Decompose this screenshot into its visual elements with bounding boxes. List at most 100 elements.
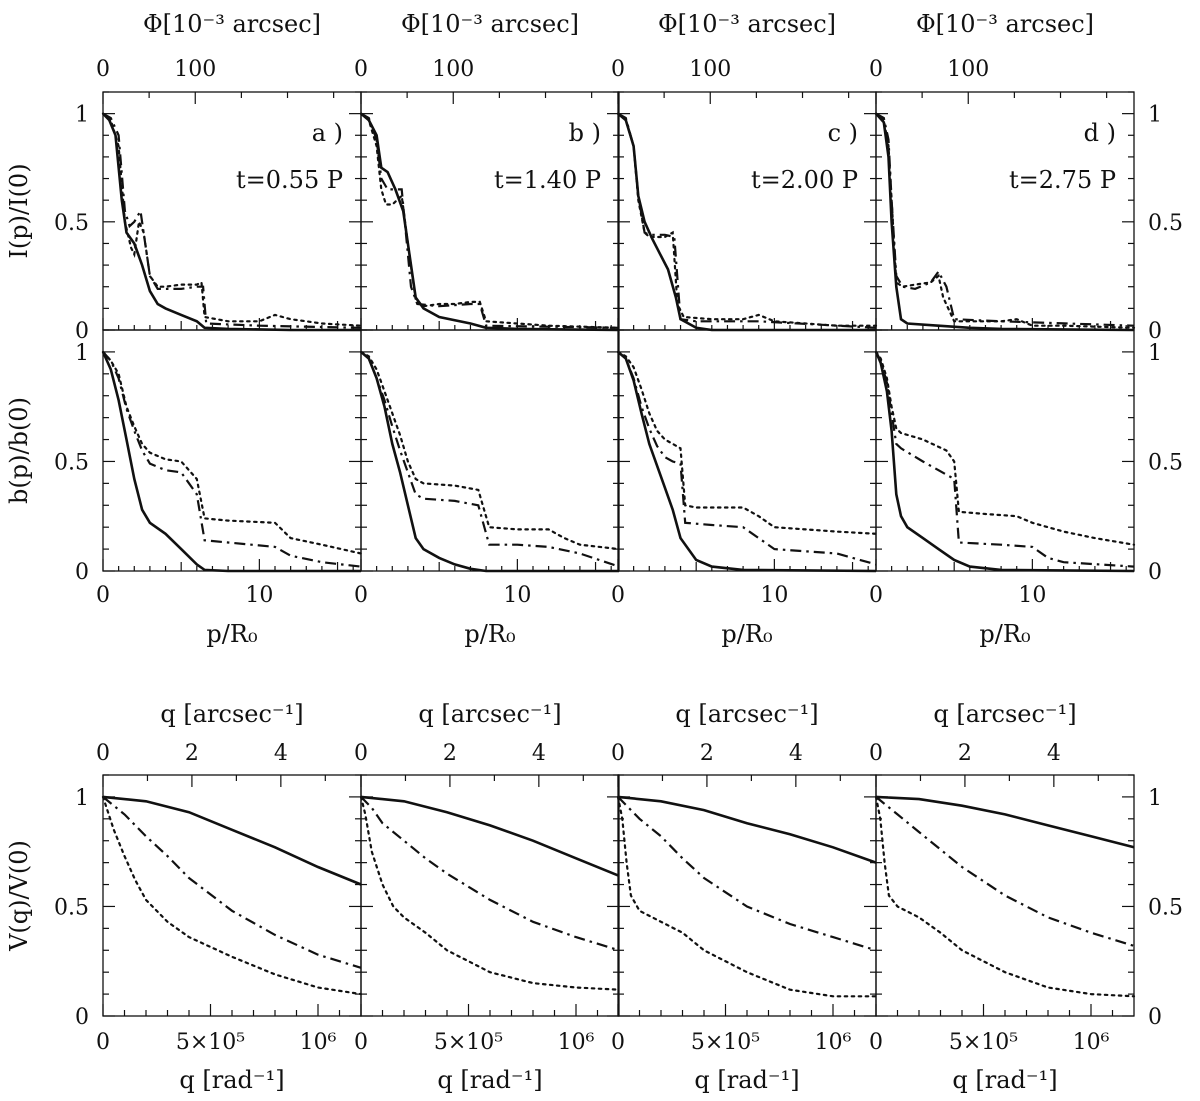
qrad-axis-label: q [rad⁻¹] xyxy=(952,1066,1057,1094)
curve-I-dashdot-panel-0 xyxy=(102,112,362,329)
curve-V-dotted-panel-2 xyxy=(616,795,878,998)
qrad-axis-label: q [rad⁻¹] xyxy=(437,1066,542,1094)
pr-axis-label: p/R₀ xyxy=(464,620,515,648)
curve-V-dashdot-panel-3 xyxy=(875,796,1135,947)
curve-b-dashdot-panel-2 xyxy=(617,351,877,566)
phi-tick-label: 100 xyxy=(174,57,216,82)
qarc-axis-label: q [arcsec⁻¹] xyxy=(933,700,1076,728)
phi-tick-label: 0 xyxy=(611,57,625,82)
ytick-label-left: 1 xyxy=(75,786,89,811)
qarc-tick-label: 0 xyxy=(96,741,110,766)
curve-V-dotted-panel-0 xyxy=(101,795,363,996)
qarc-tick-label: 2 xyxy=(700,741,714,766)
ytick-label-right: 1 xyxy=(1148,786,1162,811)
curve-V-solid-panel-3 xyxy=(875,795,1135,849)
qrad-tick-label: 10⁶ xyxy=(1073,1030,1110,1055)
qrad-tick-label: 5×10⁵ xyxy=(176,1030,245,1055)
curve-V-dotted-panel-3 xyxy=(874,795,1136,998)
qrad-axis-label: q [rad⁻¹] xyxy=(179,1066,284,1094)
qrad-tick-label: 0 xyxy=(869,1030,883,1055)
ytick-label-left: 1 xyxy=(75,103,89,128)
phi-tick-label: 0 xyxy=(869,57,883,82)
ytick-label-right: 1 xyxy=(1148,103,1162,128)
pr-xtick-label: 0 xyxy=(96,583,110,608)
qarc-axis-label: q [arcsec⁻¹] xyxy=(160,700,303,728)
pr-xtick-label: 10 xyxy=(760,583,788,608)
panel-letter: d ) xyxy=(1084,119,1116,147)
qarc-tick-label: 4 xyxy=(532,741,546,766)
qarc-tick-label: 2 xyxy=(185,741,199,766)
ytick-label-right: 0.5 xyxy=(1148,450,1183,475)
panel-frame-b-0 xyxy=(102,329,362,572)
curve-b-dotted-panel-0 xyxy=(101,350,363,555)
curve-V-solid-panel-2 xyxy=(617,795,877,864)
panel-letter: b ) xyxy=(569,119,601,147)
qrad-tick-label: 5×10⁵ xyxy=(949,1030,1018,1055)
panel-frame-b-3 xyxy=(875,329,1135,572)
ytick-label-right: 0 xyxy=(1148,1005,1162,1030)
ytick-label-left: 0 xyxy=(75,319,89,344)
qrad-tick-label: 10⁶ xyxy=(558,1030,595,1055)
ytick-label-right: 0.5 xyxy=(1148,895,1183,920)
ytick-label-left: 0 xyxy=(75,1005,89,1030)
qarc-tick-label: 4 xyxy=(1047,741,1061,766)
curve-I-dashdot-panel-3 xyxy=(875,112,1135,327)
ytick-label-left: 1 xyxy=(75,341,89,366)
phi-tick-label: 100 xyxy=(689,57,731,82)
curve-b-dotted-panel-3 xyxy=(874,350,1136,546)
ytick-label-right: 0 xyxy=(1148,319,1162,344)
ylabel-visibility: V(q)/V(0) xyxy=(5,840,33,952)
phi-axis-label: Φ[10⁻³ arcsec] xyxy=(658,10,836,38)
curve-V-dashdot-panel-0 xyxy=(102,796,362,969)
qarc-tick-label: 2 xyxy=(443,741,457,766)
ytick-label-left: 0.5 xyxy=(54,895,89,920)
ytick-label-right: 0 xyxy=(1148,560,1162,585)
curve-b-dashdot-panel-3 xyxy=(875,351,1135,568)
curve-V-solid-panel-1 xyxy=(360,795,620,878)
curve-b-dotted-panel-2 xyxy=(616,350,878,535)
pr-xtick-label: 10 xyxy=(1018,583,1046,608)
ytick-label-left: 0.5 xyxy=(54,450,89,475)
panel-time: t=1.40 P xyxy=(494,166,601,194)
ytick-label-right: 1 xyxy=(1148,341,1162,366)
panel-frame-V-0 xyxy=(102,774,362,1017)
panel-letter: a ) xyxy=(312,119,343,147)
panel-frame-b-1 xyxy=(360,329,620,572)
pr-axis-label: p/R₀ xyxy=(979,620,1030,648)
pr-xtick-label: 10 xyxy=(503,583,531,608)
qarc-tick-label: 4 xyxy=(789,741,803,766)
phi-tick-label: 100 xyxy=(432,57,474,82)
curve-b-solid-panel-0 xyxy=(101,351,361,573)
pr-axis-label: p/R₀ xyxy=(206,620,257,648)
curve-I-dashdot-panel-1 xyxy=(360,112,620,329)
curve-V-solid-panel-0 xyxy=(102,795,362,886)
pr-xtick-label: 0 xyxy=(354,583,368,608)
curve-I-solid-panel-3 xyxy=(875,112,1135,332)
panel-time: t=0.55 P xyxy=(236,166,343,194)
phi-tick-label: 0 xyxy=(96,57,110,82)
qrad-tick-label: 10⁶ xyxy=(300,1030,337,1055)
qarc-tick-label: 0 xyxy=(869,741,883,766)
panel-frame-b-2 xyxy=(617,329,877,572)
curve-b-dashdot-panel-1 xyxy=(360,351,620,568)
qrad-axis-label: q [rad⁻¹] xyxy=(694,1066,799,1094)
qarc-axis-label: q [arcsec⁻¹] xyxy=(675,700,818,728)
panel-time: t=2.75 P xyxy=(1009,166,1116,194)
pr-xtick-label: 10 xyxy=(245,583,273,608)
curve-I-solid-panel-0 xyxy=(102,112,361,332)
qrad-tick-label: 0 xyxy=(96,1030,110,1055)
curve-b-dotted-panel-1 xyxy=(359,350,621,551)
phi-tick-label: 0 xyxy=(354,57,368,82)
pr-xtick-label: 0 xyxy=(869,583,883,608)
curve-V-dashdot-panel-2 xyxy=(617,796,877,952)
panel-frame-V-2 xyxy=(617,774,877,1017)
panel-frame-V-1 xyxy=(360,774,620,1017)
curve-V-dotted-panel-1 xyxy=(359,795,621,991)
curve-V-dashdot-panel-1 xyxy=(360,796,620,952)
qarc-tick-label: 4 xyxy=(274,741,288,766)
qarc-tick-label: 2 xyxy=(958,741,972,766)
curve-I-dotted-panel-0 xyxy=(101,112,363,327)
phi-axis-label: Φ[10⁻³ arcsec] xyxy=(401,10,579,38)
ytick-label-right: 0.5 xyxy=(1148,211,1183,236)
